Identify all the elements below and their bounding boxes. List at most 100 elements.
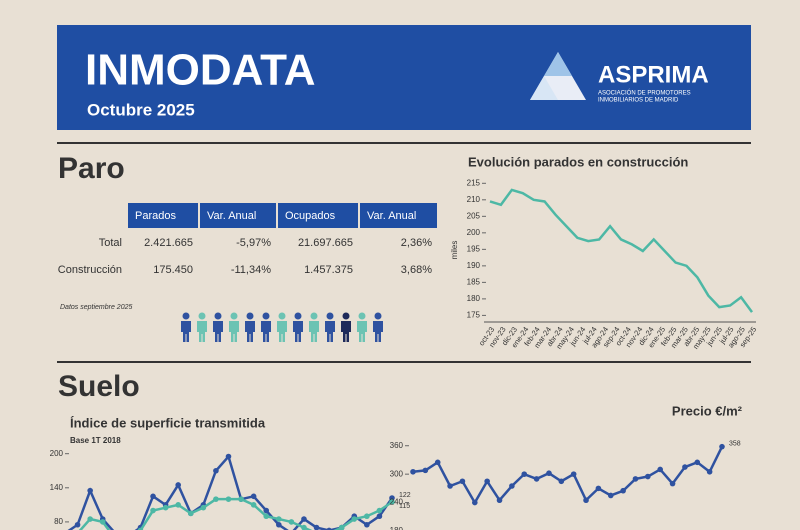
point xyxy=(213,467,219,474)
point xyxy=(175,482,181,488)
point xyxy=(326,527,332,530)
point xyxy=(338,524,345,530)
point xyxy=(225,496,232,502)
point xyxy=(459,478,466,485)
chart-title: Precio €/m² xyxy=(672,403,743,418)
point xyxy=(389,495,395,501)
point xyxy=(558,478,565,485)
point xyxy=(288,519,295,525)
point xyxy=(484,478,490,485)
point xyxy=(657,466,663,473)
y-tick-label: 360 xyxy=(390,441,404,450)
y-tick-label: 180 xyxy=(390,526,404,530)
y-tick-label: 180 xyxy=(467,294,481,303)
point xyxy=(351,516,358,522)
plot-area xyxy=(67,453,395,530)
point xyxy=(263,513,270,520)
point xyxy=(570,471,577,477)
point xyxy=(150,507,156,514)
logo-text: ASPRIMA xyxy=(598,61,709,88)
row-label: Total xyxy=(99,237,122,249)
header-band xyxy=(57,25,751,130)
series-line xyxy=(412,446,724,506)
table-header: Ocupados xyxy=(285,210,336,222)
point xyxy=(509,483,515,489)
point xyxy=(87,516,93,522)
table-header-cell xyxy=(200,203,276,228)
point xyxy=(389,499,395,505)
logo-mark xyxy=(530,52,586,100)
point xyxy=(632,476,639,482)
point xyxy=(706,468,713,475)
point xyxy=(620,487,626,494)
table-header: Var. Anual xyxy=(207,210,256,222)
point xyxy=(410,468,416,475)
series-line xyxy=(67,454,394,530)
point xyxy=(200,504,207,511)
table-header-cell xyxy=(278,203,358,228)
y-tick-label: 190 xyxy=(467,261,481,270)
table-cell: 175.450 xyxy=(153,264,193,276)
point xyxy=(376,507,383,514)
point xyxy=(422,467,429,474)
point xyxy=(472,499,478,506)
point xyxy=(313,524,320,530)
point xyxy=(694,459,701,466)
table-header-cell xyxy=(360,203,437,228)
table-header: Parados xyxy=(135,210,176,222)
y-tick-label: 210 xyxy=(467,195,481,204)
header-title: INMODATA xyxy=(85,46,316,95)
point xyxy=(447,483,453,489)
table-cell: 1.457.375 xyxy=(304,264,353,276)
table-header-cell xyxy=(128,203,198,228)
chart-title: Índice de superficie transmitida xyxy=(70,415,266,430)
point xyxy=(533,476,540,482)
logo-subtext: INMOBILIARIOS DE MADRID xyxy=(598,98,679,104)
point xyxy=(682,464,688,470)
point xyxy=(175,502,181,508)
plot-area xyxy=(410,443,725,506)
point xyxy=(521,471,528,477)
y-tick-label: 300 xyxy=(390,469,404,478)
table-cell: 2,36% xyxy=(401,237,432,249)
y-tick-label: 175 xyxy=(467,311,481,320)
point xyxy=(364,521,370,528)
point xyxy=(583,497,589,504)
end-label: 358 xyxy=(729,441,741,448)
point xyxy=(607,492,614,499)
point xyxy=(162,504,169,511)
chart-subtitle: Base 1T 2018 xyxy=(70,436,121,445)
y-tick-label: 80 xyxy=(54,517,63,526)
end-label: 122 xyxy=(399,492,411,499)
y-tick-label: 185 xyxy=(467,277,481,286)
y-tick-label: 215 xyxy=(467,178,481,187)
header-subtitle: Octubre 2025 xyxy=(87,100,195,119)
point xyxy=(87,487,93,494)
point xyxy=(546,470,552,477)
point xyxy=(238,496,244,502)
table-cell: -11,34% xyxy=(231,264,271,276)
point xyxy=(376,513,383,520)
y-axis-label: miles xyxy=(450,241,459,260)
point xyxy=(250,502,257,508)
point xyxy=(99,519,106,525)
y-tick-label: 195 xyxy=(467,244,481,253)
point xyxy=(434,459,441,466)
table-cell: 21.697.665 xyxy=(298,237,353,249)
row-label: Construcción xyxy=(58,264,122,276)
point xyxy=(496,497,503,504)
point xyxy=(276,521,282,528)
y-tick-label: 240 xyxy=(390,498,404,507)
y-tick-label: 140 xyxy=(50,483,64,492)
point xyxy=(263,507,270,514)
point xyxy=(364,513,370,520)
point xyxy=(213,496,219,502)
point xyxy=(187,510,194,517)
point xyxy=(276,516,282,522)
point xyxy=(74,521,81,528)
point xyxy=(301,516,307,522)
chart-title: Evolución parados en construcción xyxy=(468,154,688,169)
table-cell: 2.421.665 xyxy=(144,237,193,249)
point xyxy=(150,493,156,500)
series-line xyxy=(489,188,754,313)
